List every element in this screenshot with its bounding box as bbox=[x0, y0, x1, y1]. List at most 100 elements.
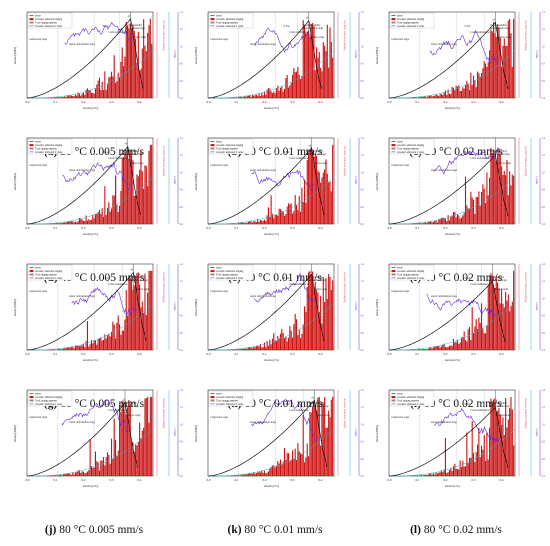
ringing-bar bbox=[264, 220, 265, 224]
ringing-bar bbox=[256, 473, 257, 476]
ringing-bar bbox=[148, 423, 149, 476]
ringing-bar bbox=[72, 221, 73, 224]
ringing-bar bbox=[449, 94, 450, 98]
ringing-bar bbox=[470, 340, 471, 350]
ringing-bar bbox=[508, 195, 509, 224]
b-tick-label: 0.8 bbox=[542, 315, 546, 318]
stage-label: failure stage bbox=[498, 414, 512, 417]
ringing-bar bbox=[494, 33, 495, 98]
ringing-bar bbox=[293, 211, 294, 224]
ringing-bar bbox=[146, 315, 147, 350]
y3-axis-label: b value bbox=[173, 428, 177, 437]
ringing-bar bbox=[78, 346, 79, 350]
legend-swatch bbox=[392, 270, 396, 272]
ringing-bar bbox=[249, 347, 250, 350]
y2-axis-label: Acoustic emission ringing bbox=[524, 398, 528, 429]
ringing-bar bbox=[53, 349, 54, 350]
ringing-bar bbox=[120, 62, 121, 98]
ringing-bar bbox=[486, 325, 487, 350]
ringing-bar bbox=[122, 158, 123, 224]
ringing-bar bbox=[67, 222, 68, 224]
ringing-bar bbox=[98, 212, 99, 224]
ringing-bar bbox=[114, 55, 115, 98]
ringing-bar bbox=[106, 457, 107, 476]
ringing-bar bbox=[103, 90, 104, 98]
x-tick-label: 0.0 bbox=[388, 478, 392, 482]
ringing-bar bbox=[92, 215, 93, 224]
ringing-bar bbox=[498, 148, 499, 224]
ringing-bar bbox=[252, 223, 253, 224]
x-tick-label: 0.0 bbox=[26, 352, 30, 356]
ringing-bar bbox=[426, 223, 427, 224]
ringing-bar bbox=[53, 475, 54, 476]
ringing-bar bbox=[312, 23, 313, 98]
ringing-bar bbox=[462, 461, 463, 476]
ringing-bar bbox=[488, 460, 489, 476]
ringing-bar bbox=[501, 67, 502, 98]
ringing-bar bbox=[454, 90, 455, 98]
ringing-bar bbox=[323, 42, 324, 98]
ringing-bar bbox=[240, 475, 241, 476]
ringing-bar bbox=[470, 192, 471, 224]
ringing-bar bbox=[430, 474, 431, 476]
ringing-bar bbox=[269, 217, 270, 224]
ringing-bar bbox=[312, 407, 313, 476]
ringing-bar bbox=[421, 223, 422, 224]
ringing-bar bbox=[151, 271, 152, 350]
ringing-bar bbox=[111, 332, 112, 350]
ringing-bar bbox=[296, 460, 297, 476]
ringing-bar bbox=[448, 347, 449, 350]
ringing-bar bbox=[293, 324, 294, 350]
x-tick-label: 0.2 bbox=[263, 226, 267, 230]
ringing-bar bbox=[264, 471, 265, 476]
ringing-bar bbox=[509, 171, 510, 224]
stage-label: elastic deformation stage bbox=[431, 421, 458, 424]
ringing-bar bbox=[111, 208, 112, 224]
ringing-bar bbox=[271, 195, 272, 224]
ringing-bar bbox=[304, 306, 305, 350]
ringing-bar bbox=[70, 348, 71, 350]
ringing-bar bbox=[234, 475, 235, 476]
stage-label: elastic deformation stage bbox=[250, 295, 277, 298]
peak-label: σf bbox=[130, 268, 133, 272]
x-axis-label: strain (ε%) bbox=[264, 358, 279, 362]
x-tick-label: 0.3 bbox=[472, 226, 476, 230]
ringing-bar bbox=[92, 343, 93, 350]
legend-swatch bbox=[30, 148, 34, 150]
ringing-bar bbox=[132, 160, 133, 224]
b-tick-label: 1.0 bbox=[361, 423, 365, 426]
y3-axis-label: b value bbox=[173, 50, 177, 59]
ringing-bar bbox=[299, 75, 300, 98]
ringing-bar bbox=[123, 157, 124, 224]
stage-label: elastic deformation stage bbox=[250, 169, 277, 172]
ringing-bar bbox=[118, 212, 119, 224]
legend-swatch bbox=[211, 400, 215, 402]
ringing-bar bbox=[462, 215, 463, 224]
ringing-bar bbox=[468, 84, 469, 98]
ringing-bar bbox=[457, 469, 458, 476]
ringing-bar bbox=[107, 452, 108, 476]
stage-label: compaction stage bbox=[210, 290, 229, 293]
b-tick-label: 1.4 bbox=[542, 263, 546, 266]
ringing-bar bbox=[108, 334, 109, 350]
ringing-bar bbox=[465, 466, 466, 476]
ringing-bar bbox=[140, 150, 141, 224]
ringing-bar bbox=[124, 320, 125, 350]
ringing-bar bbox=[460, 343, 461, 350]
x-tick-label: 0.4 bbox=[319, 100, 323, 104]
x-tick-label: 0.1 bbox=[416, 478, 420, 482]
ringing-bar bbox=[332, 145, 333, 224]
x-axis-label: strain (ε%) bbox=[83, 232, 98, 236]
ringing-bar bbox=[493, 286, 494, 350]
b-tick-label: 0.8 bbox=[542, 441, 546, 444]
b-tick-label: 1.0 bbox=[180, 297, 184, 300]
ringing-bar bbox=[61, 223, 62, 224]
ringing-bar bbox=[506, 301, 507, 350]
legend-swatch bbox=[392, 18, 396, 20]
ringing-bar bbox=[332, 58, 333, 98]
ringing-bar bbox=[332, 280, 333, 350]
